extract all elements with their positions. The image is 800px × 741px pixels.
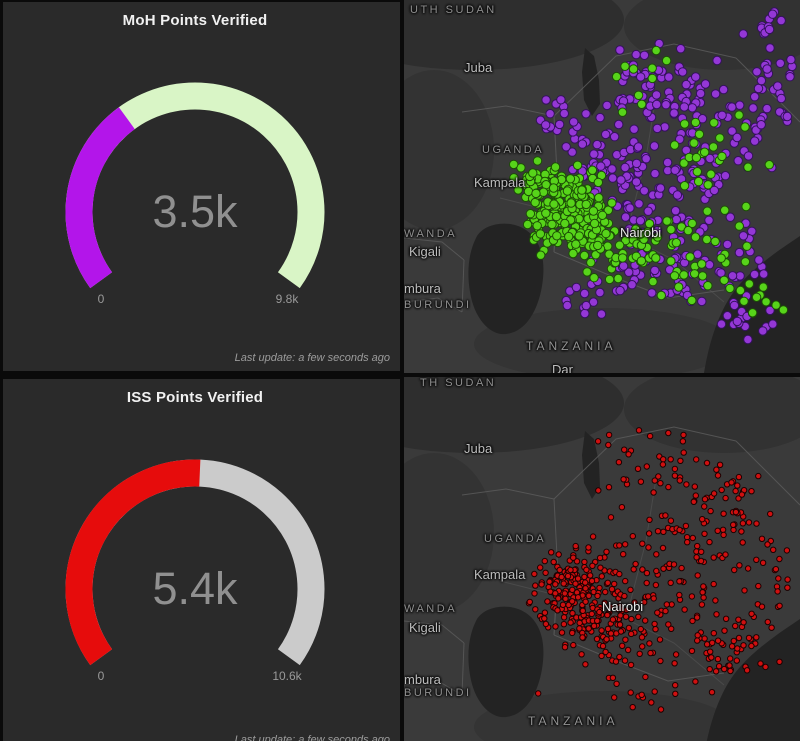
gauge-value: 5.4k xyxy=(152,563,238,614)
gauge-panel-moh: MoH Points Verified 3.5k 0 9.8k Last upd… xyxy=(3,2,400,371)
gauge-panel-iss: ISS Points Verified 5.4k 0 10.6k Last up… xyxy=(3,379,400,741)
gauge-max-label: 10.6k xyxy=(272,669,302,683)
map-canvas[interactable] xyxy=(404,377,800,741)
gauge-arc xyxy=(65,459,325,666)
gauge-arc xyxy=(65,82,325,289)
gauge-min-label: 0 xyxy=(97,292,105,306)
map-canvas[interactable] xyxy=(404,0,800,373)
gauge-value: 3.5k xyxy=(152,186,238,237)
gauge-max-label: 9.8k xyxy=(275,292,299,306)
red-point-layer[interactable] xyxy=(525,427,791,713)
last-update-text: Last update: a few seconds ago xyxy=(234,352,390,364)
last-update-text: Last update: a few seconds ago xyxy=(234,734,390,741)
map-panel-iss[interactable]: TH SUDAN Juba UGANDA Kampala WANDA Kigali mbur… xyxy=(404,377,800,741)
green-point-layer[interactable] xyxy=(509,45,789,318)
gauge-title: MoH Points Verified xyxy=(122,12,268,29)
gauge-title: ISS Points Verified xyxy=(126,389,264,406)
gauge-min-label: 0 xyxy=(97,669,105,683)
map-panel-moh[interactable]: UTH SUDAN Juba UGANDA Kampala WANDA Kigali mbu… xyxy=(404,0,800,373)
